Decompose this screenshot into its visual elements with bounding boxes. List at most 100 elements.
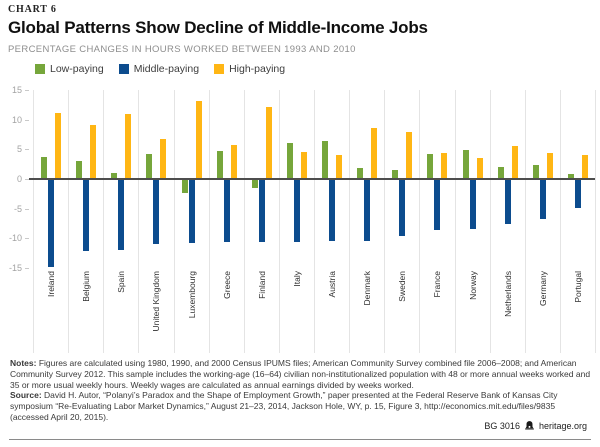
notes-block: Notes: Figures are calculated using 1980…	[10, 358, 592, 423]
bar-group	[350, 90, 384, 268]
bar-france-middle-paying	[434, 179, 441, 231]
chart-legend: Low-paying Middle-paying High-paying	[35, 63, 285, 75]
chart-column-france: France	[419, 90, 454, 353]
notes-paragraph: Notes: Figures are calculated using 1980…	[10, 358, 592, 390]
source-label: Source:	[10, 390, 42, 401]
x-axis-label: Portugal	[572, 271, 583, 303]
legend-swatch	[35, 64, 45, 74]
bar-greece-high-paying	[230, 144, 237, 179]
bar-united-kingdom-low-paying	[146, 154, 153, 179]
x-axis-label: Norway	[467, 271, 478, 300]
bar-greece-low-paying	[216, 150, 223, 179]
bar-finland-low-paying	[251, 179, 258, 188]
chart-column-italy: Italy	[278, 90, 314, 353]
x-axis-label: Germany	[537, 271, 548, 306]
chart-subtitle: PERCENTAGE CHANGES IN HOURS WORKED BETWE…	[8, 44, 356, 55]
notes-label: Notes:	[10, 358, 37, 368]
bar-group	[526, 90, 560, 268]
x-axis-label: Netherlands	[502, 271, 513, 317]
bar-belgium-low-paying	[76, 161, 83, 179]
bar-portugal-high-paying	[581, 154, 588, 179]
chart-plot-area: Ireland Belgium Spain United Kingdom Luxembo…	[33, 90, 596, 353]
x-axis-label: Italy	[291, 271, 302, 287]
zero-axis-line	[29, 178, 595, 180]
bar-france-high-paying	[441, 152, 448, 179]
y-axis-tick-label: 5	[16, 144, 22, 155]
bar-greece-middle-paying	[223, 179, 230, 243]
chart-column-denmark: Denmark	[349, 90, 384, 353]
bar-sweden-high-paying	[406, 131, 413, 179]
bar-group	[385, 90, 419, 268]
notes-text: Figures are calculated using 1980, 1990,…	[10, 358, 591, 390]
chart-column-spain: Spain	[103, 90, 138, 353]
bar-germany-middle-paying	[539, 179, 546, 219]
x-axis-label: Austria	[327, 271, 338, 298]
bar-france-low-paying	[427, 154, 434, 179]
source-paragraph: Source: David H. Autor, “Polanyi’s Parad…	[10, 390, 592, 422]
chart-column-norway: Norway	[454, 90, 490, 353]
bar-spain-high-paying	[125, 114, 132, 179]
y-axis-tick-label: -15	[8, 263, 22, 273]
y-axis-tick-label: 0	[16, 174, 22, 184]
x-axis-label: Spain	[116, 271, 127, 293]
bar-group	[456, 90, 490, 268]
x-axis-label: United Kingdom	[151, 271, 162, 332]
y-axis-tick	[25, 149, 29, 151]
bar-united-kingdom-middle-paying	[153, 179, 160, 244]
page-title: Global Patterns Show Decline of Middle-I…	[8, 18, 428, 37]
bar-finland-high-paying	[265, 107, 272, 179]
source-text: David H. Autor, “Polanyi’s Paradox and t…	[10, 390, 558, 422]
bar-norway-middle-paying	[469, 179, 476, 230]
bar-sweden-middle-paying	[399, 179, 406, 236]
chart-column-austria: Austria	[314, 90, 349, 353]
bar-denmark-high-paying	[371, 127, 378, 179]
bar-group	[280, 90, 314, 268]
chart-column-luxembourg: Luxembourg	[173, 90, 209, 353]
chart-column-germany: Germany	[524, 90, 560, 353]
x-axis-label: Belgium	[81, 271, 92, 302]
bar-ireland-middle-paying	[48, 179, 55, 268]
bar-germany-low-paying	[532, 165, 539, 179]
chart-column-belgium: Belgium	[68, 90, 103, 353]
bar-austria-middle-paying	[329, 179, 336, 241]
y-axis-tick	[25, 90, 29, 91]
bar-netherlands-high-paying	[511, 146, 518, 179]
y-axis-tick-label: -10	[8, 233, 22, 244]
chart-column-portugal: Portugal	[559, 90, 595, 353]
y-axis-tick	[25, 238, 29, 240]
bar-italy-low-paying	[286, 142, 293, 179]
bar-group	[420, 90, 454, 268]
y-axis-tick-label: 10	[11, 114, 22, 125]
y-axis-tick	[25, 119, 29, 121]
footer: BG 3016 heritage.org	[484, 420, 587, 431]
legend-label: High-paying	[229, 63, 286, 75]
bar-spain-middle-paying	[118, 179, 125, 250]
legend-swatch	[214, 64, 225, 74]
doc-id: BG 3016	[484, 420, 520, 431]
bar-group	[315, 90, 349, 268]
bar-group	[561, 90, 595, 268]
bar-group	[104, 90, 138, 268]
bar-netherlands-low-paying	[497, 166, 504, 179]
bar-chart: 15 10 5 0 -5 -10 -15 Ireland Belgium Spain United…	[0, 85, 600, 353]
bar-austria-high-paying	[336, 155, 343, 179]
bar-sweden-low-paying	[392, 170, 399, 179]
bar-luxembourg-high-paying	[195, 100, 202, 179]
chart-column-netherlands: Netherlands	[489, 90, 525, 353]
bar-finland-middle-paying	[258, 179, 265, 242]
bar-group	[69, 90, 103, 268]
bar-group	[245, 90, 279, 268]
bar-luxembourg-low-paying	[181, 179, 188, 194]
bottom-rule	[9, 439, 591, 440]
x-axis-label: Sweden	[397, 271, 408, 302]
x-axis-label: Denmark	[362, 271, 373, 306]
bar-denmark-low-paying	[357, 168, 364, 179]
bar-group	[491, 90, 525, 268]
legend-swatch	[118, 64, 129, 74]
chart-number: CHART 6	[8, 4, 57, 15]
bar-italy-middle-paying	[293, 179, 300, 242]
x-axis-label: Ireland	[46, 271, 57, 297]
y-axis: 15 10 5 0 -5 -10 -15	[0, 85, 31, 273]
y-axis-tick	[25, 179, 29, 180]
